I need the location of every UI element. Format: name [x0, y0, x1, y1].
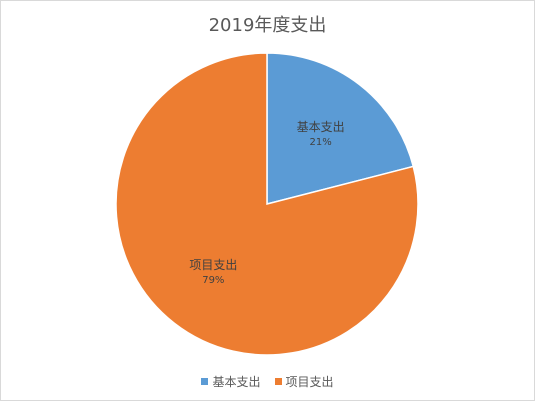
legend-item-project: 项目支出 [274, 373, 334, 390]
pie-slice-basic [266, 52, 415, 205]
slice-label-basic: 基本支出 [297, 120, 345, 134]
legend-swatch-basic [201, 378, 209, 385]
slice-label-project: 项目支出 [189, 258, 237, 272]
legend-swatch-project [274, 378, 282, 385]
slice-percent-basic: 21% [310, 137, 332, 148]
pie-slice-project [115, 52, 419, 356]
slice-percent-project: 79% [202, 275, 224, 286]
legend-item-basic: 基本支出 [201, 373, 261, 390]
legend-label-project: 项目支出 [285, 375, 334, 389]
chart-legend: 基本支出 项目支出 [1, 373, 534, 390]
legend-label-basic: 基本支出 [212, 375, 261, 389]
chart-title: 2019年度支出 [208, 15, 327, 36]
